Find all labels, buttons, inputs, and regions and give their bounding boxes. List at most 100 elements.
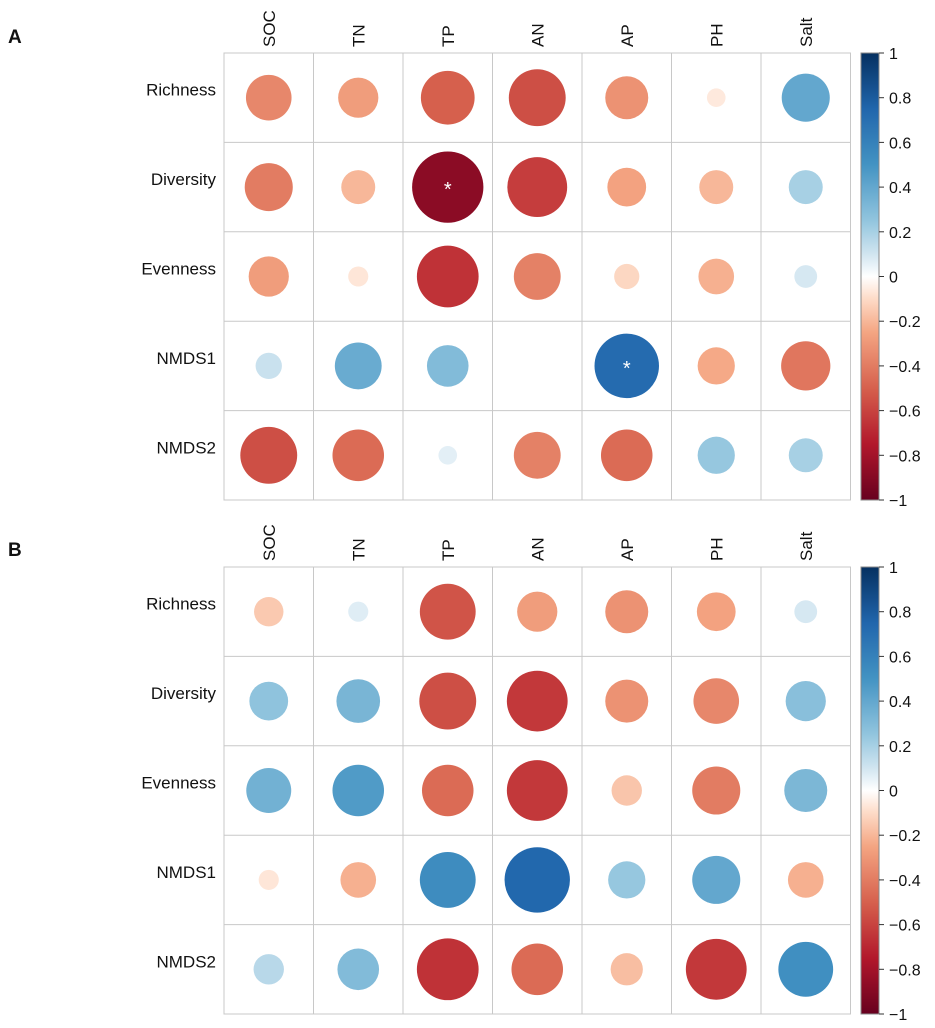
colorbar-tick-label: 1 (889, 560, 898, 577)
colorbar-tick-label: 0.6 (889, 649, 911, 666)
correlation-panel-b: B SOC TN TP AN AP PH Salt Richness Diversity Evenn… (8, 524, 921, 1024)
row-label: Evenness (141, 260, 216, 279)
column-label: PH (707, 537, 726, 561)
correlation-circle (248, 256, 289, 297)
row-label: NMDS2 (156, 952, 216, 971)
correlation-circle (245, 74, 292, 121)
correlation-circle (784, 769, 828, 812)
correlation-circle (696, 592, 736, 632)
correlation-circle (692, 855, 741, 904)
correlation-circle (605, 76, 649, 120)
correlation-circle (340, 862, 377, 898)
correlation-circle (781, 341, 831, 391)
correlation-circle (348, 601, 369, 622)
colorbar (860, 566, 880, 1015)
correlation-circle (794, 265, 818, 288)
colorbar-tick-label: −0.4 (889, 359, 921, 376)
column-label: TP (439, 539, 458, 561)
correlation-circle (412, 151, 484, 223)
colorbar-tick-label: −1 (889, 1007, 907, 1023)
correlation-circle (697, 436, 735, 474)
panel-label: B (8, 540, 22, 561)
column-label: SOC (260, 524, 279, 561)
correlation-circle (341, 170, 376, 205)
correlation-circle (258, 869, 279, 890)
correlation-circle (794, 600, 818, 624)
colorbar-tick-label: 0.8 (889, 605, 911, 622)
colorbar-tick-label: −0.2 (889, 828, 921, 845)
colorbar-tick-label: 1 (889, 46, 898, 63)
correlation-circle (337, 948, 380, 991)
colorbar-tick-label: −0.6 (889, 918, 921, 935)
correlation-circle (253, 954, 284, 985)
row-label: NMDS1 (156, 863, 216, 882)
colorbar-tick-label: −1 (889, 493, 907, 510)
column-label: AP (618, 24, 637, 47)
correlation-circle (255, 352, 282, 380)
correlation-circle (693, 678, 740, 724)
column-label: PH (707, 23, 726, 47)
correlation-circle (416, 938, 479, 1001)
correlation-circle (334, 342, 382, 390)
colorbar (860, 52, 880, 501)
correlation-circle (605, 679, 649, 723)
row-label: Richness (146, 595, 216, 614)
row-label: NMDS1 (156, 349, 216, 368)
correlation-circle (778, 941, 834, 997)
correlation-circle (419, 583, 476, 640)
correlation-circle (614, 263, 640, 290)
correlation-circle (416, 245, 479, 308)
correlation-circle (594, 333, 659, 399)
correlation-circle (249, 681, 289, 721)
correlation-circle (788, 170, 823, 205)
colorbar-tick-label: −0.4 (889, 873, 921, 890)
correlation-circle (338, 77, 379, 118)
row-label: Diversity (151, 170, 217, 189)
row-label: Evenness (141, 774, 216, 793)
correlation-panel-a: A SOC TN TP AN AP PH Salt Richness Diversity Evenn… (8, 10, 921, 510)
column-label: TP (439, 25, 458, 47)
colorbar-tick-label: −0.6 (889, 404, 921, 421)
correlation-circle (785, 680, 826, 722)
correlation-circle (244, 163, 293, 212)
correlation-circle (698, 258, 735, 295)
correlation-circle (508, 69, 566, 127)
correlation-circle (788, 438, 823, 473)
correlation-circle (697, 347, 735, 385)
colorbar-tick-label: 0.4 (889, 180, 911, 197)
colorbar-tick-label: 0 (889, 784, 898, 801)
correlation-circle (348, 266, 369, 287)
correlation-circle (610, 953, 643, 986)
correlation-circle (513, 431, 561, 479)
correlation-circle (426, 345, 469, 387)
correlation-circle (336, 679, 381, 723)
column-label: Salt (797, 531, 816, 561)
correlation-circle (240, 426, 298, 484)
row-label: NMDS2 (156, 438, 216, 457)
correlation-circle (506, 760, 568, 821)
correlation-circle (332, 764, 385, 817)
colorbar-tick-label: 0.8 (889, 91, 911, 108)
correlation-circle (438, 445, 458, 465)
column-label: AN (528, 537, 547, 561)
correlation-circle (506, 670, 568, 732)
correlation-circle (706, 88, 726, 108)
correlation-circle (787, 862, 824, 898)
row-label: Diversity (151, 684, 217, 703)
colorbar-tick-label: 0.4 (889, 694, 911, 711)
correlation-circle (699, 170, 734, 205)
correlation-circle (600, 429, 653, 482)
colorbar-tick-label: 0.2 (889, 225, 911, 242)
correlation-circle (781, 73, 830, 122)
correlation-circle (608, 861, 646, 899)
colorbar-tick-label: 0.6 (889, 135, 911, 152)
correlation-circle (419, 672, 477, 730)
colorbar-tick-label: 0 (889, 270, 898, 287)
correlation-circle (511, 943, 564, 996)
correlation-circle (685, 938, 747, 1000)
correlation-circle (419, 851, 476, 908)
colorbar-tick-label: 0.2 (889, 739, 911, 756)
correlation-circle (504, 847, 570, 913)
